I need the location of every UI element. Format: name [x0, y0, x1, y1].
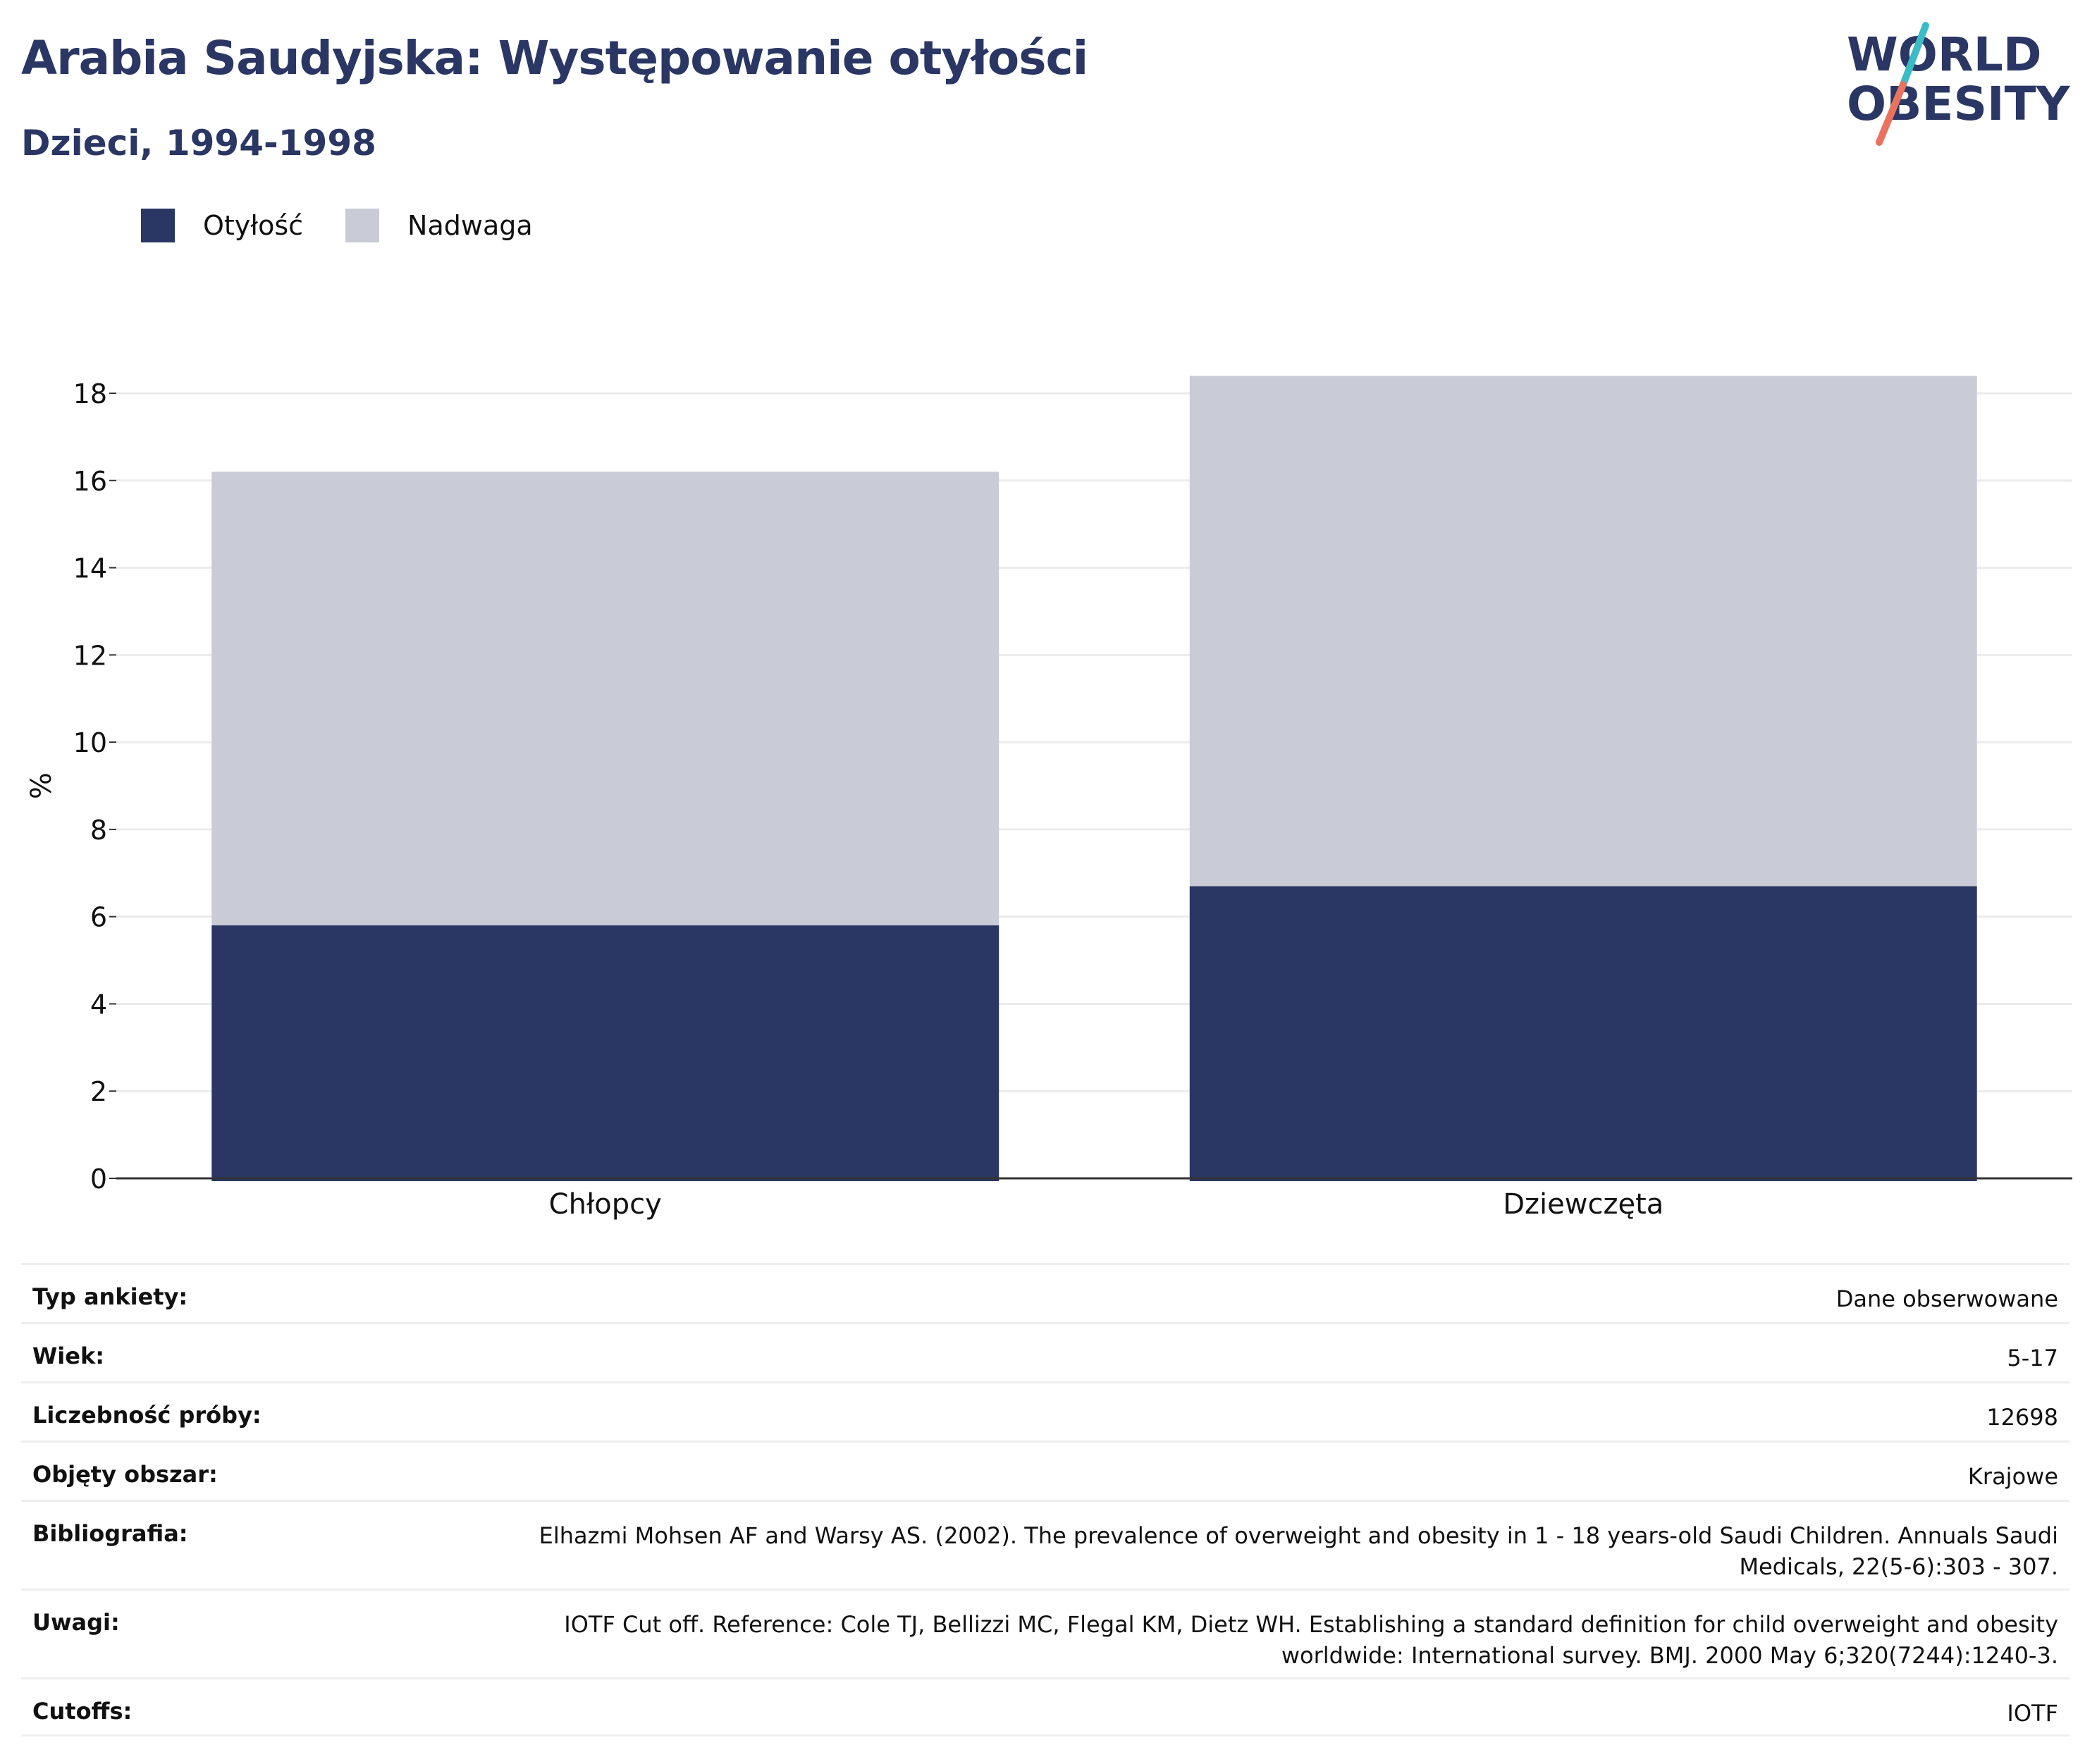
info-label: Cutoffs: [32, 1698, 133, 1725]
legend-swatch-obesity [141, 209, 175, 242]
legend-label-obesity: Otyłość [203, 210, 304, 241]
world-obesity-logo: WORLD OBESITY [1847, 22, 2071, 146]
info-label: Bibliografia: [32, 1520, 188, 1547]
info-value: 12698 [1986, 1404, 2058, 1431]
y-tick-label: 6 [90, 902, 107, 933]
info-label: Typ ankiety: [32, 1283, 188, 1310]
info-label: Liczebność próby: [32, 1402, 262, 1429]
info-value: Krajowe [1967, 1463, 2058, 1490]
info-row-survey-type: Typ ankiety: Dane obserwowane [21, 1263, 2069, 1322]
info-value: 5-17 [2007, 1345, 2058, 1371]
bar-overweight-0 [211, 471, 1000, 926]
y-tick-label: 18 [73, 378, 107, 409]
legend-item-overweight: Nadwaga [345, 209, 533, 242]
info-row-area: Objęty obszar: Krajowe [21, 1441, 2069, 1500]
info-value: Dane obserwowane [1835, 1285, 2058, 1312]
info-label: Uwagi: [32, 1609, 120, 1636]
y-tick-label: 14 [73, 553, 107, 584]
info-row-sample-size: Liczebność próby: 12698 [21, 1381, 2069, 1441]
y-tick-label: 16 [73, 466, 107, 497]
y-tick-label: 10 [73, 727, 107, 758]
info-row-age: Wiek: 5-17 [21, 1322, 2069, 1381]
logo-line-2: OBESITY [1847, 77, 2071, 131]
legend-swatch-overweight [345, 209, 380, 242]
info-row-notes: Uwagi: IOTF Cut off. Reference: Cole TJ,… [21, 1589, 2069, 1677]
legend-item-obesity: Otyłość [141, 209, 303, 242]
y-tick-label: 4 [90, 989, 107, 1020]
y-tick-label: 0 [90, 1164, 107, 1195]
info-row-cutoffs: Cutoffs: IOTF [21, 1677, 2069, 1737]
stacked-bar-chart: 0 2 4 6 8 10 12 14 16 18% Chłopcy Dziewczęta [25, 376, 2072, 1221]
chart-title: Arabia Saudyjska: Występowanie otyłości [21, 31, 1088, 85]
y-tick-label: 8 [90, 815, 107, 846]
logo-line-1: WORLD [1847, 27, 2042, 82]
y-tick-label: 2 [90, 1076, 107, 1107]
info-row-bibliography: Bibliografia: Elhazmi Mohsen AF and Wars… [21, 1500, 2069, 1589]
bar-overweight-1 [1189, 376, 1977, 887]
y-tick-label: 12 [73, 640, 107, 671]
chart-legend: Otyłość Nadwaga [141, 209, 575, 242]
info-table: Typ ankiety: Dane obserwowane Wiek: 5-17… [21, 1263, 2069, 1737]
logo-slash-coral [1876, 81, 1907, 146]
legend-label-overweight: Nadwaga [407, 210, 533, 241]
y-axis-label: % [25, 772, 58, 799]
info-label: Wiek: [32, 1343, 105, 1369]
info-value: IOTF Cut off. Reference: Cole TJ, Belliz… [564, 1611, 2058, 1669]
info-value: IOTF [2007, 1700, 2058, 1727]
info-value: Elhazmi Mohsen AF and Warsy AS. (2002). … [539, 1522, 2058, 1580]
logo-slash-teal [1900, 22, 1929, 88]
x-tick-label: Dziewczęta [1503, 1188, 1663, 1221]
bar-obesity-0 [211, 925, 1000, 1181]
chart-subtitle: Dzieci, 1994-1998 [21, 123, 376, 164]
x-tick-label: Chłopcy [549, 1188, 662, 1221]
info-label: Objęty obszar: [32, 1461, 218, 1488]
bar-obesity-1 [1189, 886, 1977, 1181]
